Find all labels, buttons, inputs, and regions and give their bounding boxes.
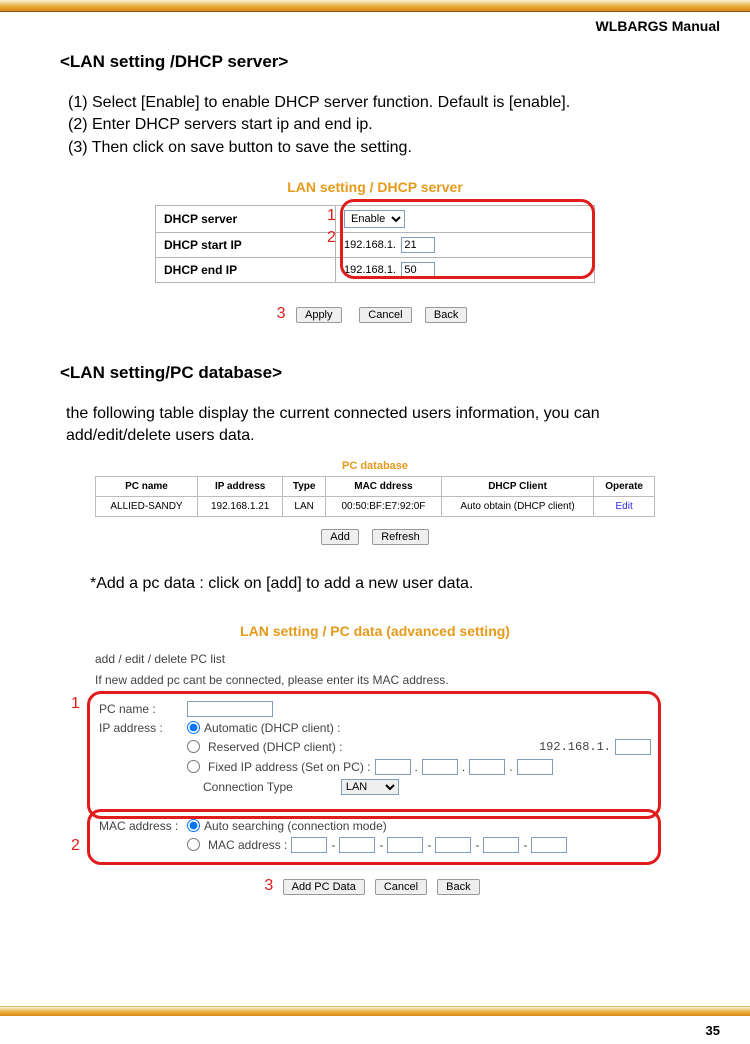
- mac-oct-6[interactable]: [531, 837, 567, 853]
- fixed-oct-3[interactable]: [469, 759, 505, 775]
- radio-mac-auto[interactable]: [187, 819, 200, 832]
- col-operate: Operate: [594, 477, 655, 497]
- table-row: DHCP start IP 192.168.1.: [156, 233, 595, 258]
- fixed-oct-2[interactable]: [422, 759, 458, 775]
- dhcp-panel-title: LAN setting / DHCP server: [60, 179, 690, 195]
- ipaddr-label: IP address :: [99, 721, 187, 735]
- adv-intro-1: add / edit / delete PC list: [95, 651, 655, 668]
- mac-oct-3[interactable]: [387, 837, 423, 853]
- mac-oct-2[interactable]: [339, 837, 375, 853]
- conn-type-select[interactable]: LAN: [341, 779, 399, 795]
- table-row: ALLIED-SANDY 192.168.1.21 LAN 00:50:BF:E…: [96, 497, 655, 517]
- dhcp-start-label: DHCP start IP: [156, 233, 336, 258]
- pcname-input[interactable]: [187, 701, 273, 717]
- section2-heading: <LAN setting/PC database>: [60, 363, 690, 383]
- pc-db-title: PC database: [95, 460, 655, 472]
- marker-2: 2: [327, 229, 336, 247]
- mac-oct-4[interactable]: [435, 837, 471, 853]
- ip-prefix-start: 192.168.1.: [344, 239, 396, 251]
- edit-link[interactable]: Edit: [615, 501, 632, 512]
- radio-mac-manual[interactable]: [187, 838, 200, 851]
- manual-title: WLBARGS Manual: [0, 12, 750, 34]
- reserved-oct-input[interactable]: [615, 739, 651, 755]
- ip-prefix-end: 192.168.1.: [344, 264, 396, 276]
- opt-fixed-label: Fixed IP address (Set on PC) :: [208, 760, 371, 774]
- add-pc-data-button[interactable]: Add PC Data: [283, 879, 365, 895]
- col-type: Type: [283, 477, 326, 497]
- back-button[interactable]: Back: [425, 307, 467, 323]
- dhcp-end-input[interactable]: [401, 262, 435, 278]
- opt-reserved-label: Reserved (DHCP client) :: [208, 740, 342, 754]
- reserved-ip-prefix: 192.168.1.: [539, 740, 611, 754]
- col-dhcp-client: DHCP Client: [441, 477, 593, 497]
- radio-auto[interactable]: [187, 721, 200, 734]
- table-row: DHCP server Enable: [156, 206, 595, 233]
- radio-fixed[interactable]: [187, 760, 200, 773]
- dhcp-start-input[interactable]: [401, 237, 435, 253]
- page-number: 35: [706, 1023, 720, 1038]
- cell-dhcp: Auto obtain (DHCP client): [441, 497, 593, 517]
- cancel-button[interactable]: Cancel: [359, 307, 411, 323]
- adv-marker-1: 1: [71, 695, 80, 713]
- adv-marker-3: 3: [264, 877, 273, 894]
- adv-cancel-button[interactable]: Cancel: [375, 879, 427, 895]
- dhcp-server-label: DHCP server: [156, 206, 336, 233]
- col-mac: MAC ddress: [325, 477, 441, 497]
- apply-button[interactable]: Apply: [296, 307, 342, 323]
- adv-title: LAN setting / PC data (advanced setting): [60, 623, 690, 639]
- dhcp-table: DHCP server Enable DHCP start IP 192.168…: [155, 205, 595, 283]
- dhcp-end-label: DHCP end IP: [156, 258, 336, 283]
- step-2: (2) Enter DHCP servers start ip and end …: [68, 114, 690, 136]
- marker-3: 3: [277, 305, 286, 322]
- mac-oct-5[interactable]: [483, 837, 519, 853]
- table-header-row: PC name IP address Type MAC ddress DHCP …: [96, 477, 655, 497]
- pc-database-table: PC name IP address Type MAC ddress DHCP …: [95, 476, 655, 517]
- col-pcname: PC name: [96, 477, 198, 497]
- fixed-oct-4[interactable]: [517, 759, 553, 775]
- mac-label: MAC address :: [99, 819, 187, 833]
- mac-oct-1[interactable]: [291, 837, 327, 853]
- pcname-label: PC name :: [99, 702, 187, 716]
- header-gradient-bar: [0, 0, 750, 12]
- conn-type-label: Connection Type: [203, 780, 293, 794]
- add-button[interactable]: Add: [321, 529, 359, 545]
- opt-auto-label: Automatic (DHCP client) :: [204, 721, 340, 735]
- col-ip: IP address: [197, 477, 282, 497]
- table-row: DHCP end IP 192.168.1.: [156, 258, 595, 283]
- refresh-button[interactable]: Refresh: [372, 529, 429, 545]
- fixed-oct-1[interactable]: [375, 759, 411, 775]
- adv-back-button[interactable]: Back: [437, 879, 479, 895]
- step-3: (3) Then click on save button to save th…: [68, 137, 690, 159]
- cell-mac: 00:50:BF:E7:92:0F: [325, 497, 441, 517]
- adv-intro-2: If new added pc cant be connected, pleas…: [95, 672, 655, 689]
- footer-gradient-bar: [0, 1006, 750, 1016]
- opt-mac-auto-label: Auto searching (connection mode): [204, 819, 387, 833]
- cell-pcname: ALLIED-SANDY: [96, 497, 198, 517]
- opt-mac-manual-label: MAC address :: [208, 838, 287, 852]
- step-1: (1) Select [Enable] to enable DHCP serve…: [68, 92, 690, 114]
- marker-1: 1: [327, 207, 336, 225]
- section2-paragraph: the following table display the current …: [66, 403, 690, 446]
- dhcp-server-select[interactable]: Enable: [344, 210, 405, 228]
- add-pc-note: *Add a pc data : click on [add] to add a…: [90, 575, 690, 593]
- cell-type: LAN: [283, 497, 326, 517]
- cell-ip: 192.168.1.21: [197, 497, 282, 517]
- adv-marker-2: 2: [71, 837, 80, 855]
- section1-heading: <LAN setting /DHCP server>: [60, 52, 690, 72]
- radio-reserved[interactable]: [187, 740, 200, 753]
